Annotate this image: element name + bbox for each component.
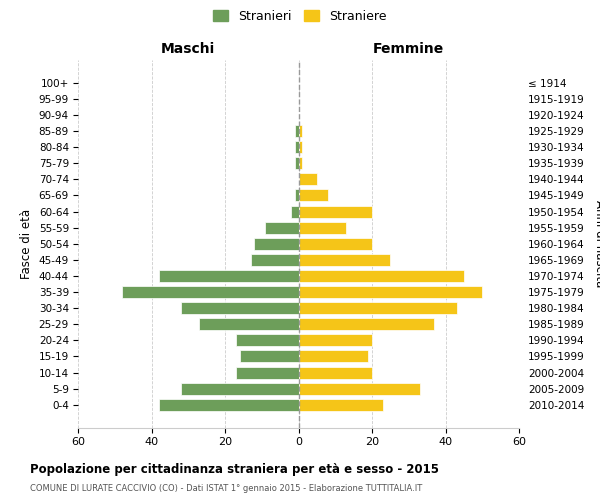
Bar [295,190,299,202]
Bar [181,302,299,314]
Y-axis label: Anni di nascita: Anni di nascita [593,200,600,288]
Text: Maschi: Maschi [161,42,215,56]
Y-axis label: Fasce di età: Fasce di età [20,208,33,279]
Bar [236,366,299,378]
Bar [299,302,457,314]
Text: COMUNE DI LURATE CACCIVIO (CO) - Dati ISTAT 1° gennaio 2015 - Elaborazione TUTTI: COMUNE DI LURATE CACCIVIO (CO) - Dati IS… [30,484,422,493]
Bar [254,238,299,250]
Bar [299,270,464,282]
Text: Popolazione per cittadinanza straniera per età e sesso - 2015: Popolazione per cittadinanza straniera p… [30,462,439,475]
Bar [236,334,299,346]
Bar [181,382,299,394]
Bar [159,270,299,282]
Bar [299,286,482,298]
Bar [299,334,372,346]
Bar [299,222,346,234]
Bar [240,350,299,362]
Bar [251,254,299,266]
Bar [299,206,372,218]
Bar [299,125,302,137]
Bar [295,141,299,153]
Bar [299,238,372,250]
Bar [159,398,299,411]
Bar [265,222,299,234]
Bar [291,206,299,218]
Bar [295,157,299,170]
Bar [299,157,302,170]
Bar [122,286,299,298]
Bar [199,318,299,330]
Legend: Stranieri, Straniere: Stranieri, Straniere [209,6,391,26]
Bar [299,174,317,186]
Bar [295,125,299,137]
Bar [299,141,302,153]
Text: Femmine: Femmine [373,42,445,56]
Bar [299,350,368,362]
Bar [299,254,391,266]
Bar [299,190,328,202]
Bar [299,398,383,411]
Bar [299,318,434,330]
Bar [299,382,420,394]
Bar [299,366,372,378]
